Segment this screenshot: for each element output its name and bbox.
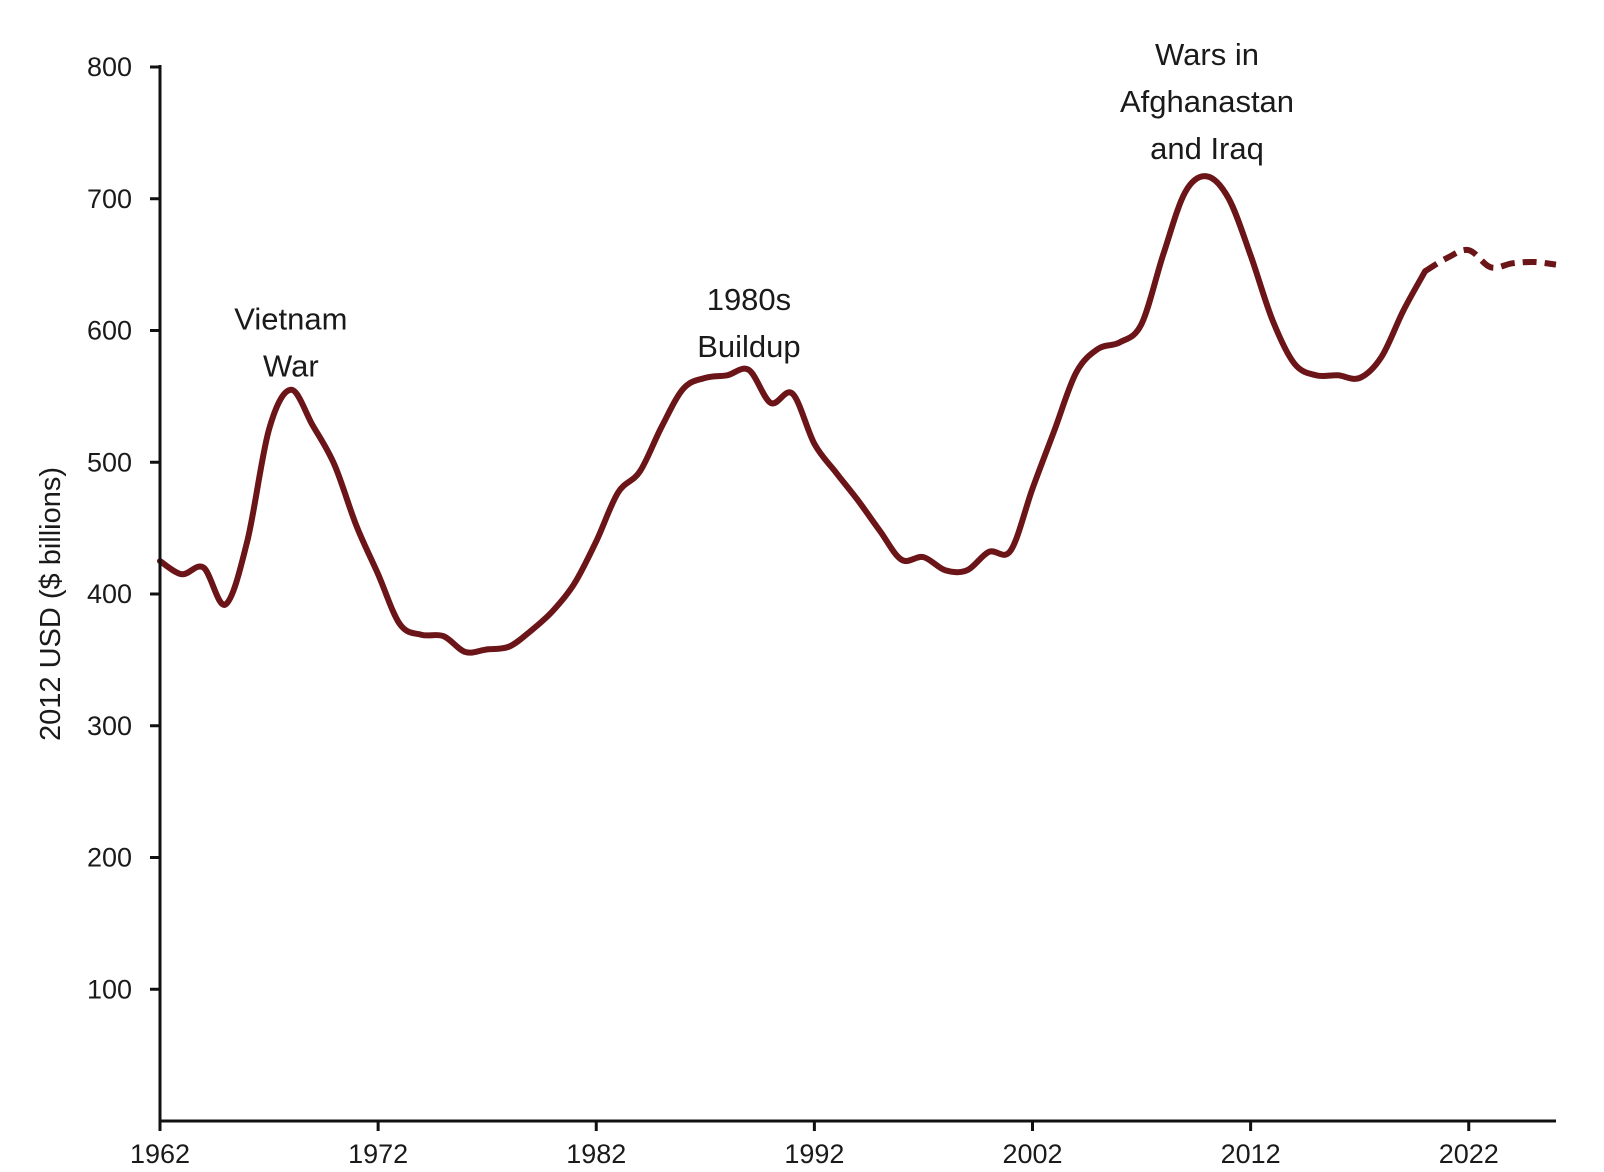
x-tick-label: 1982: [566, 1139, 626, 1169]
annotation-line: Afghanastan: [1120, 84, 1294, 119]
y-tick-label: 800: [87, 52, 132, 82]
annotation: Vietnam War: [234, 302, 347, 384]
annotation-line: Wars in: [1155, 37, 1259, 72]
y-tick-label: 100: [87, 974, 132, 1004]
y-tick-label: 200: [87, 843, 132, 873]
y-tick-label: 600: [87, 316, 132, 346]
x-tick-label: 2022: [1439, 1139, 1499, 1169]
x-tick-label: 2002: [1002, 1139, 1062, 1169]
series-line-actual: [157, 173, 1429, 656]
series-group: [157, 173, 1557, 656]
annotations-group: Vietnam War 1980s Buildup Wars in Afghanastan…: [234, 37, 1294, 383]
annotation: 1980s Buildup: [697, 282, 800, 364]
annotation-line: and Iraq: [1150, 131, 1264, 166]
y-tick-label: 400: [87, 579, 132, 609]
y-tick-label: 500: [87, 447, 132, 477]
annotation-line: Vietnam: [234, 302, 347, 337]
y-tick-label: 700: [87, 184, 132, 214]
x-tick-label: 2012: [1221, 1139, 1281, 1169]
y-tick-label: 300: [87, 711, 132, 741]
x-tick-label: 1992: [784, 1139, 844, 1169]
annotation-line: Buildup: [697, 329, 800, 364]
y-axis-ticks: 100 200 300 400 500 600 700 800: [87, 52, 160, 1004]
x-tick-label: 1972: [348, 1139, 408, 1169]
x-tick-label: 1962: [130, 1139, 190, 1169]
x-axis-ticks: 1962 1972 1982 1992 2002 2012 2022: [130, 1121, 1499, 1169]
annotation-line: War: [263, 349, 319, 384]
y-axis-title: 2012 USD ($ billions): [35, 467, 67, 741]
annotation: Wars in Afghanastan and Iraq: [1120, 37, 1294, 166]
series-line-projected: [1423, 246, 1557, 274]
annotation-line: 1980s: [707, 282, 791, 317]
